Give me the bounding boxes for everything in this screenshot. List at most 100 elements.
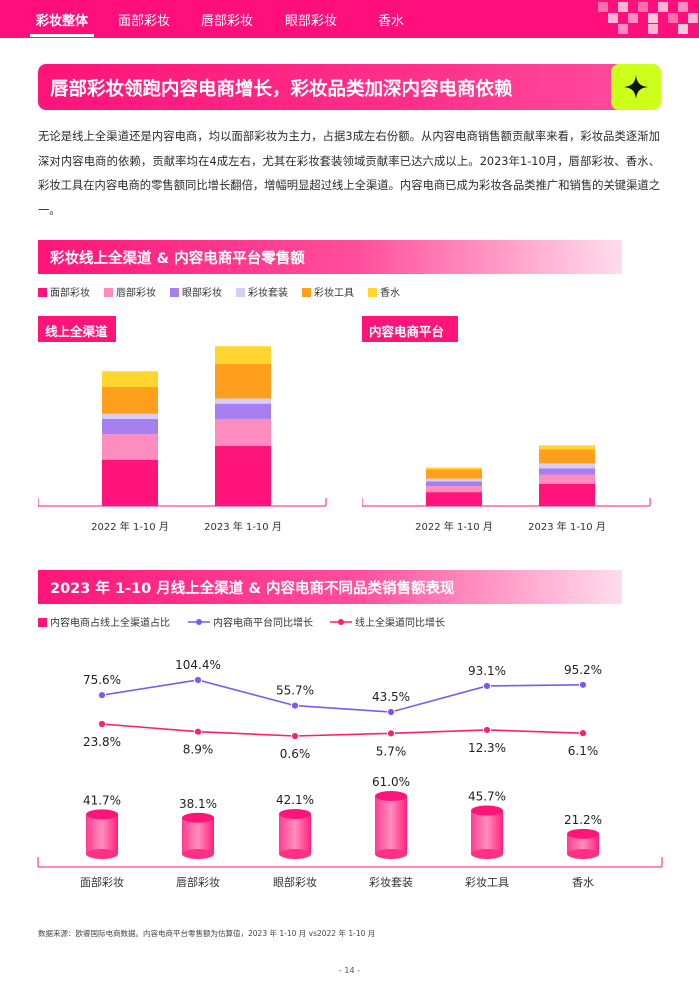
stacked-bar-chart-online: 2022 年 1-10 月 2023 年 1-10 月 xyxy=(38,346,327,533)
subchart-tag-online: 线上全渠道 xyxy=(38,316,116,342)
bar-segment xyxy=(426,486,482,493)
legend-item: 面部彩妆 xyxy=(38,284,90,299)
data-label: 41.7% xyxy=(83,793,121,807)
banner-accent xyxy=(611,64,661,110)
legend-item: 眼部彩妆 xyxy=(170,284,222,299)
legend-item: 内容电商占线上全渠道占比 xyxy=(38,614,170,629)
line-point xyxy=(386,729,396,738)
cylinder-bar xyxy=(279,808,311,859)
cylinder-bar xyxy=(567,828,599,859)
data-label: 104.4% xyxy=(175,658,221,672)
data-label: 95.2% xyxy=(564,663,602,677)
bar-segment xyxy=(426,469,482,479)
legend-swatch xyxy=(368,288,377,297)
x-tick-label: 彩妆套装 xyxy=(369,876,413,889)
legend-line-swatch xyxy=(330,619,352,625)
bar-segment xyxy=(426,481,482,487)
legend-item: 香水 xyxy=(368,284,400,299)
line-point xyxy=(482,681,492,691)
line-point xyxy=(97,691,107,700)
bar-segment xyxy=(539,468,595,475)
subchart-title: 线上全渠道 xyxy=(45,324,108,339)
bar-segment xyxy=(215,403,271,419)
section-header-retail: 彩妆线上全渠道 & 内容电商平台零售额 xyxy=(38,240,622,274)
x-tick-label: 2023 年 1-10 月 xyxy=(528,520,606,533)
x-tick-label: 2022 年 1-10 月 xyxy=(415,520,493,533)
line-point xyxy=(290,731,300,741)
x-tick-label: 2022 年 1-10 月 xyxy=(91,520,169,533)
page-title: 唇部彩妆领跑内容电商增长，彩妆品类加深内容电商依赖 xyxy=(50,79,513,100)
section-header-category: 2023 年 1-10 月线上全渠道 & 内容电商不同品类销售额表现 xyxy=(38,570,622,604)
bar-segment xyxy=(426,478,482,482)
bar-segment xyxy=(215,398,271,404)
legend-item: 内容电商平台同比增长 xyxy=(188,614,313,629)
data-label: 42.1% xyxy=(276,793,314,807)
legend-item: 彩妆工具 xyxy=(302,284,354,299)
bar-segment xyxy=(426,492,482,506)
x-tick-label: 唇部彩妆 xyxy=(176,875,220,889)
bar-segment xyxy=(539,445,595,450)
data-label: 23.8% xyxy=(83,735,121,749)
legend-swatch xyxy=(170,288,179,297)
line-point xyxy=(386,707,396,717)
chart-legend: 面部彩妆 唇部彩妆 眼部彩妆 彩妆套装 彩妆工具 香水 xyxy=(38,284,458,299)
x-tick-label: 眼部彩妆 xyxy=(273,875,317,889)
line-online-growth xyxy=(101,723,584,737)
legend-swatch xyxy=(302,288,311,297)
bar-segment xyxy=(215,346,271,364)
tab-eye-makeup[interactable]: 眼部彩妆 xyxy=(285,14,338,29)
line-point xyxy=(193,675,203,685)
page-number: - 14 - xyxy=(338,966,361,975)
sparkle-star-icon xyxy=(624,75,648,99)
bar-segment xyxy=(539,474,595,484)
stacked-bar-chart-content: 2022 年 1-10 月 2023 年 1-10 月 xyxy=(362,445,651,533)
subchart-tag-content: 内容电商平台 xyxy=(362,316,458,342)
x-tick-label: 面部彩妆 xyxy=(80,875,124,889)
bar-segment xyxy=(102,371,158,387)
cylinder-bar xyxy=(182,812,214,859)
legend-swatch xyxy=(38,618,47,627)
bar-segment xyxy=(102,386,158,414)
legend-swatch xyxy=(38,288,47,297)
bar-segment xyxy=(102,413,158,419)
category-combo-chart: 75.6% 23.8% 41.7% 面部彩妆 104.4% 8.9% 38.1% 唇部彩妆 55… xyxy=(37,658,663,889)
active-tab-indicator xyxy=(30,34,94,37)
tab-makeup-overall[interactable]: 彩妆整体 xyxy=(36,14,89,29)
data-label: 93.1% xyxy=(468,664,506,678)
data-label: 12.3% xyxy=(468,741,506,755)
data-label: 55.7% xyxy=(276,684,314,698)
cylinder-bar xyxy=(86,809,118,859)
x-tick-label: 香水 xyxy=(572,876,594,889)
line-content-growth xyxy=(101,679,584,713)
legend-swatch xyxy=(236,288,245,297)
legend-item: 线上全渠道同比增长 xyxy=(330,614,445,629)
bar-segment xyxy=(102,459,158,506)
data-label: 5.7% xyxy=(376,744,407,758)
data-label: 38.1% xyxy=(179,797,217,811)
headline-banner: 唇部彩妆领跑内容电商增长，彩妆品类加深内容电商依赖 xyxy=(38,64,660,110)
legend-line-swatch xyxy=(188,619,210,625)
bar-segment xyxy=(539,463,595,469)
tab-lip-makeup[interactable]: 唇部彩妆 xyxy=(201,14,254,29)
line-point xyxy=(97,719,107,729)
data-label: 21.2% xyxy=(564,813,602,827)
x-tick-label: 彩妆工具 xyxy=(465,876,509,889)
bar-segment xyxy=(539,483,595,506)
bar-segment xyxy=(215,445,271,506)
x-tick-label: 2023 年 1-10 月 xyxy=(204,520,282,533)
legend-item: 唇部彩妆 xyxy=(104,284,156,299)
legend-swatch xyxy=(104,288,113,297)
legend-item: 彩妆套装 xyxy=(236,284,288,299)
line-point xyxy=(578,680,588,689)
bar-segment xyxy=(215,363,271,399)
line-point xyxy=(482,725,492,735)
tab-perfume[interactable]: 香水 xyxy=(378,14,405,29)
bar-segment xyxy=(102,418,158,435)
intro-paragraph: 无论是线上全渠道还是内容电商，均以面部彩妆为主力，占据3成左右份额。从内容电商销… xyxy=(38,130,660,217)
data-label: 45.7% xyxy=(468,790,506,804)
tab-face-makeup[interactable]: 面部彩妆 xyxy=(118,14,171,29)
section-title: 彩妆线上全渠道 & 内容电商平台零售额 xyxy=(50,251,305,267)
subchart-title: 内容电商平台 xyxy=(369,324,445,339)
cylinder-bar xyxy=(471,805,503,859)
data-label: 43.5% xyxy=(372,690,410,704)
